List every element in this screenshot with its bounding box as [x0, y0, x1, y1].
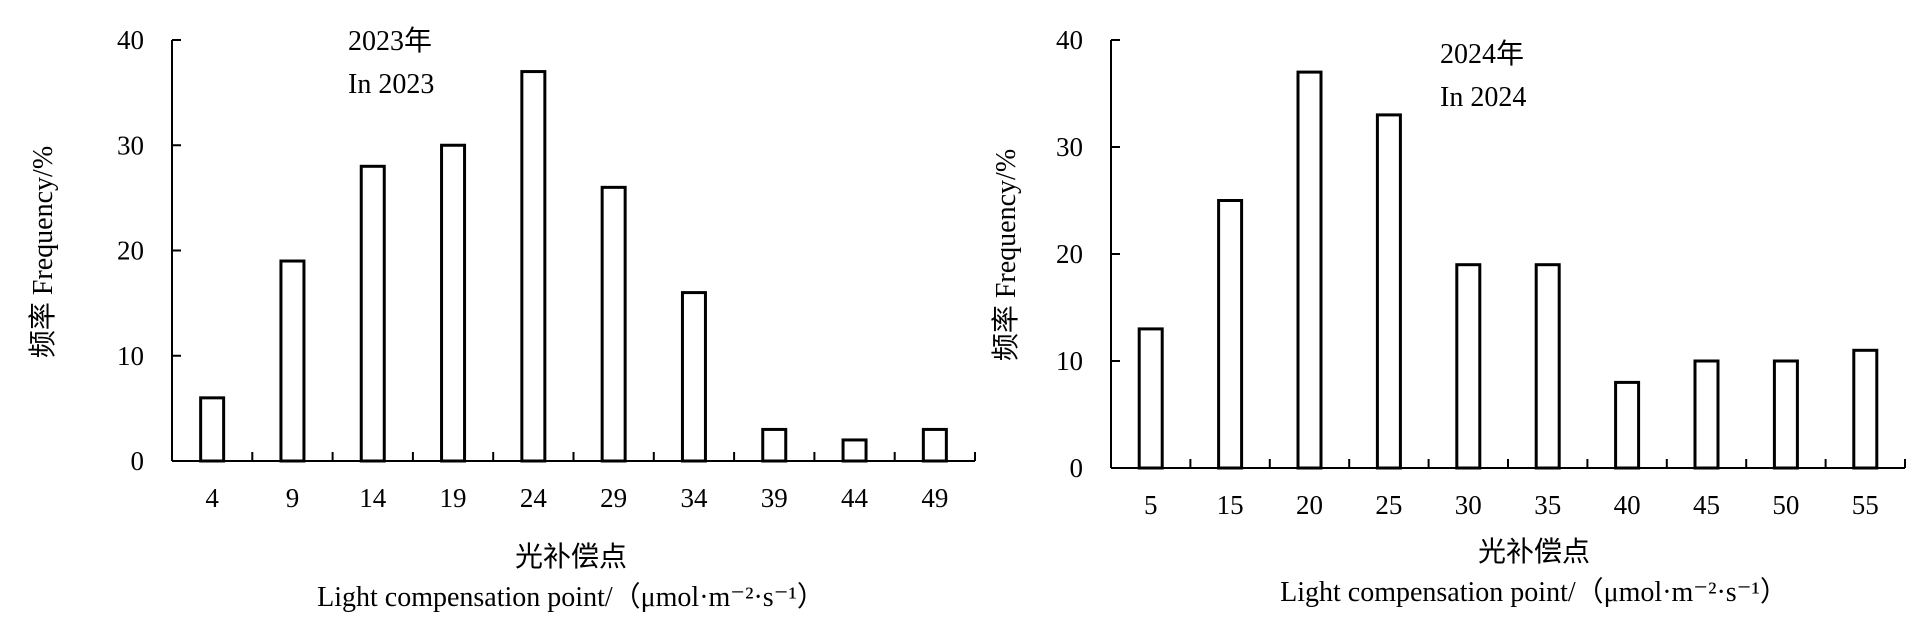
- x-tick-label: 34: [680, 483, 708, 513]
- x-tick-label: 50: [1772, 490, 1799, 520]
- x-tick-label: 15: [1217, 490, 1244, 520]
- y-tick-label: 20: [1056, 239, 1083, 269]
- x-tick-label: 5: [1144, 490, 1158, 520]
- bar: [1296, 70, 1323, 470]
- x-tick-label: 45: [1693, 490, 1720, 520]
- bar: [1217, 199, 1244, 470]
- bar: [921, 427, 948, 463]
- x-axis-title-line2: Light compensation point/（μmol·m⁻²·s⁻¹）: [317, 581, 825, 613]
- bar: [1455, 263, 1482, 470]
- y-axis-title: 频率 Frequency/%: [27, 146, 59, 358]
- bar: [520, 70, 547, 463]
- y-tick-label: 30: [1056, 132, 1083, 162]
- y-tick-label: 0: [1070, 453, 1084, 483]
- x-tick-label: 29: [600, 483, 627, 513]
- chart-annotation-line2: In 2024: [1440, 82, 1526, 113]
- y-tick-label: 40: [117, 25, 144, 55]
- x-tick-label: 20: [1296, 490, 1323, 520]
- bar: [1534, 263, 1561, 470]
- chart-annotation-line1: 2024年: [1440, 38, 1524, 70]
- bar: [279, 259, 306, 463]
- bar: [1614, 380, 1641, 470]
- bar: [359, 164, 386, 463]
- x-tick-label: 30: [1455, 490, 1482, 520]
- bar: [841, 438, 868, 463]
- bar: [1852, 348, 1879, 470]
- x-tick-label: 55: [1852, 490, 1879, 520]
- y-tick-label: 10: [117, 341, 144, 371]
- y-tick-label: 30: [117, 130, 144, 160]
- bar: [761, 427, 788, 463]
- bar: [680, 291, 707, 463]
- x-tick-label: 14: [359, 483, 387, 513]
- x-axis-title-line1: 光补偿点: [1478, 536, 1590, 568]
- bar: [600, 185, 627, 463]
- bar: [1137, 327, 1164, 470]
- chart-annotation-line2: In 2023: [348, 69, 434, 100]
- bar: [440, 143, 467, 463]
- x-tick-label: 39: [761, 483, 788, 513]
- chart-2023: 2023年 In 2023 频率 Frequency/% 光补偿点 Light …: [27, 25, 976, 613]
- x-tick-label: 44: [841, 483, 869, 513]
- bar: [1375, 113, 1402, 470]
- y-axis-title: 频率 Frequency/%: [990, 149, 1022, 361]
- x-axis-title-line1: 光补偿点: [515, 541, 627, 573]
- bar: [1693, 359, 1720, 470]
- y-tick-label: 0: [131, 446, 145, 476]
- x-axis-title-line2: Light compensation point/（μmol·m⁻²·s⁻¹）: [1280, 576, 1788, 608]
- y-tick-label: 10: [1056, 346, 1083, 376]
- bar: [199, 396, 226, 463]
- x-tick-label: 35: [1534, 490, 1561, 520]
- x-tick-label: 25: [1375, 490, 1402, 520]
- chart-annotation-line1: 2023年: [348, 25, 432, 57]
- y-tick-label: 40: [1056, 25, 1083, 55]
- x-tick-label: 4: [205, 483, 219, 513]
- x-tick-label: 49: [921, 483, 948, 513]
- x-tick-label: 24: [520, 483, 548, 513]
- bar: [1772, 359, 1799, 470]
- chart-2024: 2024年 In 2024 频率 Frequency/% 光补偿点 Light …: [990, 25, 1906, 608]
- x-tick-label: 19: [440, 483, 467, 513]
- x-tick-label: 40: [1614, 490, 1641, 520]
- x-tick-label: 9: [286, 483, 300, 513]
- y-tick-label: 20: [117, 236, 144, 266]
